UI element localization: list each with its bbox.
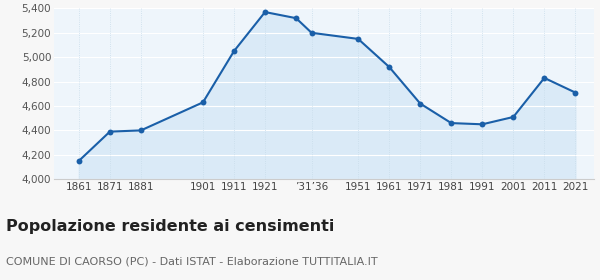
Point [478,122,487,127]
Point [105,129,115,134]
Point [415,101,425,106]
Point [74,159,83,163]
Point [571,90,580,95]
Point [198,100,208,104]
Point [385,65,394,69]
Point [353,37,363,41]
Point [446,121,456,125]
Point [307,31,316,35]
Point [229,49,239,53]
Point [539,76,549,80]
Point [260,10,270,14]
Point [509,115,518,119]
Text: Popolazione residente ai censimenti: Popolazione residente ai censimenti [6,219,334,234]
Point [136,128,146,133]
Point [291,16,301,20]
Text: COMUNE DI CAORSO (PC) - Dati ISTAT - Elaborazione TUTTITALIA.IT: COMUNE DI CAORSO (PC) - Dati ISTAT - Ela… [6,256,377,267]
